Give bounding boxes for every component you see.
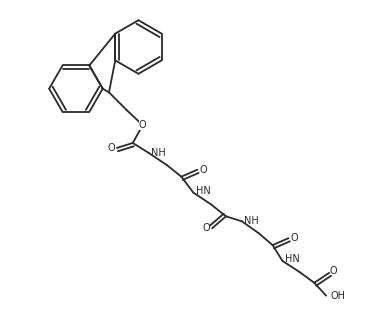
Text: O: O <box>107 143 115 153</box>
Text: HN: HN <box>196 185 211 196</box>
Text: NH: NH <box>244 216 259 226</box>
Text: O: O <box>199 165 207 175</box>
Text: NH: NH <box>151 148 166 158</box>
Text: HN: HN <box>285 254 300 264</box>
Text: OH: OH <box>331 291 346 301</box>
Text: O: O <box>202 223 210 233</box>
Text: O: O <box>291 233 298 243</box>
Text: O: O <box>329 266 337 276</box>
Text: O: O <box>139 120 147 130</box>
